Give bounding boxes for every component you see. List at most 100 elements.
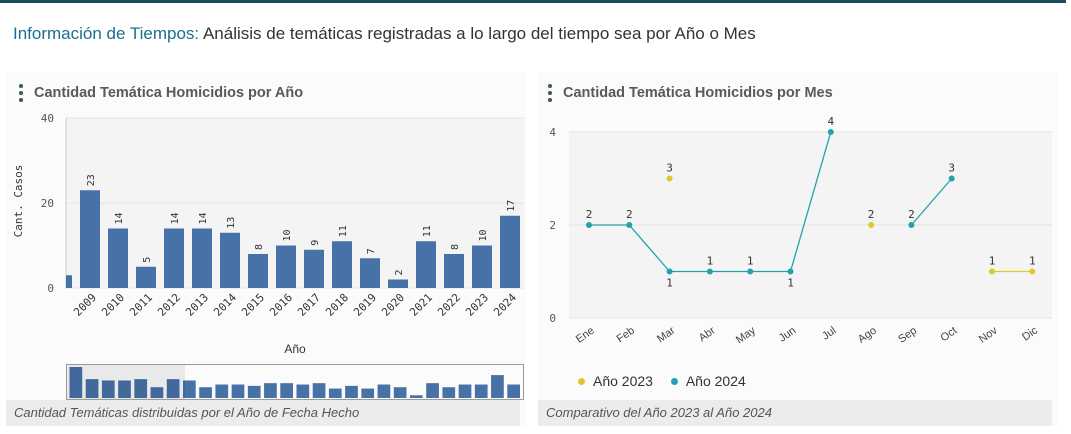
x-tick-label: 2012 <box>155 291 183 319</box>
x-tick-label: Jul <box>820 325 838 343</box>
x-tick-label: Ene <box>574 325 597 346</box>
bar-value-label: 10 <box>478 229 489 241</box>
x-tick-label: 2014 <box>211 291 239 319</box>
navigator-bar <box>393 387 407 398</box>
navigator-bar <box>377 384 391 398</box>
bar-value-label: 14 <box>170 212 181 224</box>
data-label: 1 <box>666 277 673 290</box>
legend-label-2023: Año 2023 <box>593 373 653 389</box>
x-tick-label: Mar <box>655 324 678 345</box>
bar <box>136 266 156 288</box>
bar <box>416 241 436 288</box>
legend-item-2023[interactable]: Año 2023 <box>578 373 653 389</box>
navigator-bar <box>458 384 472 398</box>
x-tick-label: May <box>734 324 758 346</box>
bar <box>220 232 240 288</box>
series-line-segment <box>910 178 953 226</box>
data-point <box>747 268 754 275</box>
x-tick-label: Ago <box>856 325 879 346</box>
x-tick-label: 2016 <box>267 291 295 319</box>
bar-value-label: 7 <box>366 248 377 254</box>
x-tick-label: 2021 <box>407 291 435 319</box>
x-tick-label: 2011 <box>127 291 155 319</box>
navigator-window[interactable] <box>66 364 524 400</box>
bar-value-label: 11 <box>338 225 349 237</box>
bar <box>276 245 296 288</box>
top-accent-bar <box>0 0 1066 3</box>
bar-value-label: 11 <box>422 225 433 237</box>
x-tick-label: Feb <box>615 325 637 346</box>
data-point <box>948 175 955 182</box>
bar <box>192 228 212 288</box>
data-point <box>989 268 995 275</box>
navigator-bar <box>474 384 488 398</box>
bar <box>388 279 408 288</box>
data-label: 1 <box>787 277 794 290</box>
data-point <box>868 222 875 228</box>
bar-value-label: 8 <box>254 244 265 250</box>
month-chart-footer: Comparativo del Año 2023 al Año 2024 <box>538 400 1052 426</box>
y-tick-label: 0 <box>549 312 556 325</box>
data-label: 3 <box>666 162 673 175</box>
month-chart-menu-icon[interactable] <box>547 84 553 104</box>
year-bar-chart: 0 20 40 Cant. Casos 23 2009 14 2010 5 2011 14 2012 1… <box>12 112 524 398</box>
bar-value-label: 2 <box>394 269 405 275</box>
data-label: 2 <box>868 208 875 221</box>
navigator-bar <box>328 388 342 398</box>
x-tick-label: Oct <box>939 325 960 345</box>
y-tick-label: 2 <box>549 219 556 232</box>
x-tick-label: 2020 <box>379 291 407 319</box>
bar-value-label: 10 <box>282 229 293 241</box>
legend-label-2024: Año 2024 <box>685 373 746 389</box>
bar <box>332 241 352 288</box>
navigator-bar <box>296 384 310 398</box>
data-point <box>827 129 834 135</box>
x-tick-label: 2022 <box>435 291 463 319</box>
data-label: 1 <box>989 255 996 268</box>
navigator-bar <box>361 388 375 398</box>
x-tick-label: 2017 <box>295 291 323 319</box>
data-point <box>1029 268 1036 275</box>
navigator-bar <box>410 395 423 398</box>
navigator-bar <box>166 379 180 398</box>
bar-value-label: 9 <box>310 240 321 246</box>
data-point <box>787 268 794 275</box>
navigator-bar <box>264 383 277 398</box>
x-tick-label: Dic <box>1020 324 1040 343</box>
bar <box>248 254 268 288</box>
bar-value-label: 23 <box>86 174 97 186</box>
x-tick-label: 2009 <box>71 291 99 319</box>
x-tick-label: 2015 <box>239 291 267 319</box>
navigator-bar <box>69 367 83 398</box>
data-label: 3 <box>948 162 955 175</box>
navigator-bar <box>134 379 148 398</box>
x-tick-label: Sep <box>896 325 919 346</box>
page-subtitle: Análisis de temáticas registradas a lo l… <box>202 24 756 43</box>
bar <box>472 245 492 288</box>
x-tick-label: 2013 <box>183 291 211 319</box>
year-chart-menu-icon[interactable] <box>18 84 24 104</box>
data-label: 4 <box>827 115 834 128</box>
bar <box>108 228 128 288</box>
x-tick-label: Jun <box>777 325 798 345</box>
page-title: Información de Tiempos: Análisis de temá… <box>13 24 756 44</box>
navigator-bar <box>199 387 212 398</box>
month-chart-panel: Cantidad Temática Homicidios por Mes 0 2 4… <box>538 72 1058 426</box>
legend-dot-2024 <box>670 377 678 385</box>
y-tick-label: 40 <box>41 112 54 125</box>
navigator-bar <box>345 385 358 398</box>
navigator-bar <box>491 375 504 398</box>
bar-value-label: 13 <box>226 217 237 229</box>
year-chart-title: Cantidad Temática Homicidios por Año <box>34 85 304 101</box>
data-label: 1 <box>1029 255 1036 268</box>
data-point <box>666 175 673 182</box>
page-title-highlight: Información de Tiempos: <box>13 24 200 43</box>
bar <box>444 254 464 288</box>
legend-item-2024[interactable]: Año 2024 <box>670 373 746 389</box>
data-point <box>586 222 592 228</box>
y-tick-label: 0 <box>47 282 54 295</box>
bar <box>360 258 380 288</box>
bar <box>80 190 100 288</box>
navigator-bar <box>85 379 99 398</box>
navigator-bar <box>101 380 115 398</box>
